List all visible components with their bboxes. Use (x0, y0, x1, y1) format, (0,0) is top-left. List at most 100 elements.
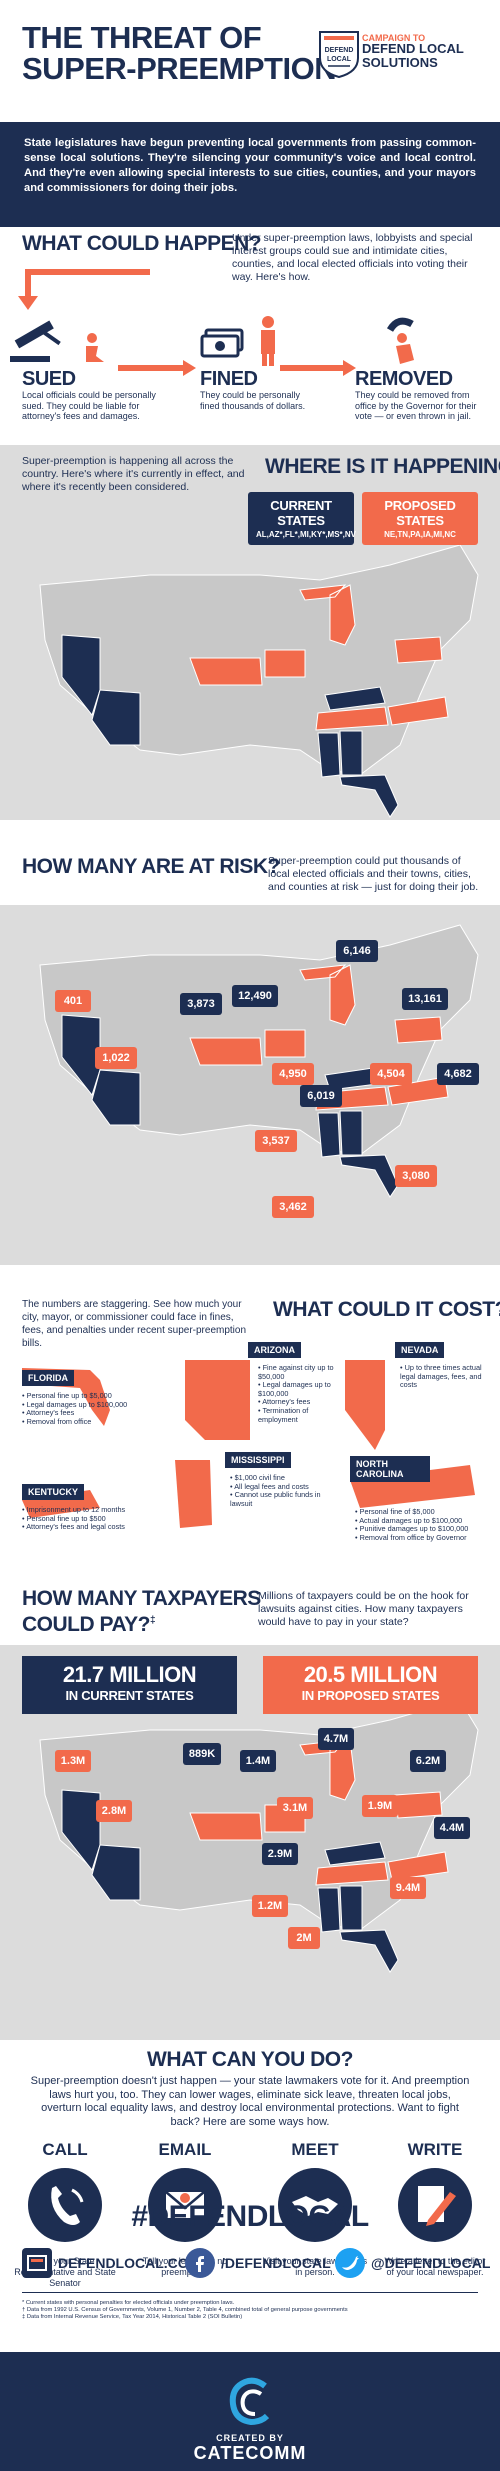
cost-item: Punitive damages up to $100,000 (355, 1525, 485, 1534)
cost-item: Personal fine up to $500 (22, 1514, 172, 1524)
campaign-logo: DEFEND LOCAL CAMPAIGN TO DEFEND LOCAL SO… (318, 30, 488, 80)
cost-item: Actual damages up to $100,000 (355, 1516, 485, 1526)
cost-item: Cannot use public funds in lawsuit (230, 1490, 325, 1508)
action-write-text: Write a letter to the editor of your loc… (384, 2256, 486, 2277)
tax-badge-nevada: 1.3M (55, 1750, 91, 1772)
sued-text: Local officials could be personally sued… (22, 390, 156, 421)
what-could-happen-title: WHAT COULD HAPPEN? (22, 232, 262, 255)
svg-text:LOCAL: LOCAL (327, 56, 352, 63)
tax-badge-kentucky: 2.9M (262, 1843, 298, 1865)
tax-badge-north-carolina: 4.4M (434, 1817, 470, 1839)
risk-badge-georgia: 3,080 (395, 1165, 437, 1187)
cost-item: Removal from office by Governor (355, 1533, 485, 1543)
tax-badge-michigan: 4.7M (318, 1728, 354, 1750)
cost-list-north-carolina: Personal fine of $5,000 Actual damages u… (355, 1507, 485, 1543)
footnote-3: ‡ Data from Internal Revenue Service, Ta… (22, 2314, 243, 2320)
us-map-current-proposed (39, 544, 479, 818)
svg-text:DEFEND: DEFEND (325, 47, 354, 54)
cost-state-shapes (22, 1360, 475, 1528)
cost-text: The numbers are staggering. See how much… (22, 1299, 247, 1349)
down-arrow-icon (18, 296, 38, 310)
current-states-list: AL,AZ*,FL*,MI,KY*,MS*,NV (256, 530, 357, 539)
arizona-shape (185, 1360, 250, 1440)
risk-badge-michigan: 6,146 (336, 940, 378, 962)
arizona-state (91, 689, 141, 746)
action-meet-text: Visit your state lawmakers in person. (262, 2256, 368, 2277)
taxpayers-proposed-big: 20.5 MILLION (303, 1662, 438, 1687)
cost-label-kentucky: KENTUCKY (22, 1484, 85, 1500)
what-happen-graphics (10, 269, 414, 376)
main-title: THE THREAT OF SUPER-PREEMPTION (22, 20, 337, 84)
shield-icon: DEFEND LOCAL (319, 31, 359, 78)
footer (0, 2352, 500, 2471)
title-line-1: THE THREAT OF (22, 20, 262, 55)
risk-badge-arizona: 1,022 (95, 1047, 137, 1069)
phone-icon (28, 2168, 102, 2242)
risk-badge-mississippi: 3,537 (255, 1130, 297, 1152)
cost-item: Personal fine of $5,000 (355, 1507, 485, 1517)
nevada-shape (345, 1360, 385, 1450)
proposed-states-list: NE,TN,PA,IA,MI,NC (384, 530, 456, 539)
catecomm-logo-icon (229, 2377, 270, 2426)
website-link[interactable]: DEFENDLOCAL.COM (22, 2247, 200, 2279)
north-carolina-shape (350, 1465, 475, 1508)
removed-text: They could be removed from office by the… (355, 390, 477, 421)
what-can-you-do-title: WHAT CAN YOU DO? (147, 2048, 353, 2071)
removed-title: REMOVED (355, 368, 453, 390)
facebook-link[interactable]: /DEFENDLOCAL (185, 2247, 331, 2279)
social-row: DEFENDLOCAL.COM /DEFENDLOCAL @DEFENDLOCA… (0, 2247, 500, 2287)
fined-text: They could be personally fined thousands… (200, 390, 306, 411)
nebraska-state (189, 657, 263, 686)
us-map-taxpayers (39, 1699, 479, 1973)
current-states-label: CURRENT STATES (270, 498, 332, 528)
action-call-text: Call your State Representative and State… (14, 2256, 116, 2288)
at-risk-title: HOW MANY ARE AT RISK? (22, 855, 280, 878)
risk-badge-nebraska: 3,873 (180, 993, 222, 1015)
twitter-link[interactable]: @DEFENDLOCAL (335, 2247, 490, 2279)
money-icon (200, 328, 244, 358)
facebook-icon (185, 2248, 215, 2278)
risk-badge-virginia: 4,504 (370, 1063, 412, 1085)
cost-item: Termination of employment (258, 1406, 343, 1424)
taxpayers-title-line-2: COULD PAY? (22, 1613, 151, 1636)
handshake-icon (278, 2168, 352, 2242)
action-email: EMAIL Tell your legislator no preemption… (130, 2140, 240, 2278)
north-carolina-state (387, 696, 449, 726)
action-meet-title: MEET (291, 2140, 339, 2159)
cost-item: Fine against city up to $50,000 (258, 1363, 343, 1381)
taxpayers-text: Millions of taxpayers could be on the ho… (258, 1590, 469, 1628)
risk-badge-iowa: 12,490 (232, 985, 278, 1007)
at-risk-text: Super-preemption could put thousands of … (268, 855, 479, 893)
website-text: DEFENDLOCAL.COM (58, 2255, 201, 2271)
envelope-icon (148, 2168, 222, 2242)
gavel-icon (10, 320, 61, 362)
taxpayers-current-total: 21.7 MILLION IN CURRENT STATES (22, 1656, 237, 1714)
what-could-happen-text: Under super-preemption laws, lobbyists a… (232, 232, 473, 283)
tax-badge-nebraska: 889K (183, 1743, 221, 1765)
nevada-state (61, 634, 101, 717)
sued-title: SUED (22, 368, 76, 390)
website-icon (22, 2248, 52, 2278)
cost-item: Removal from office (22, 1417, 132, 1427)
kentucky-state (324, 686, 386, 711)
kneeling-person-icon (86, 333, 104, 362)
cost-label-nevada: NEVADA (395, 1342, 445, 1358)
cost-item: Attorney's fees (22, 1409, 132, 1418)
removed-person-icon (386, 317, 414, 364)
cost-list-kentucky: Imprisonment up to 12 months Personal fi… (22, 1505, 172, 1532)
cost-item: All legal fees and costs (230, 1482, 325, 1492)
cost-label-arizona: ARIZONA (248, 1342, 301, 1358)
logo-big-text: DEFEND LOCAL SOLUTIONS (362, 41, 464, 70)
company-name: CATECOMM (193, 2443, 307, 2463)
standing-person-icon (261, 316, 275, 366)
risk-badge-nevada: 401 (55, 990, 91, 1012)
footnote-1: * Current states with personal penalties… (22, 2300, 235, 2306)
cost-item: Up to three times actual legal damages, … (400, 1363, 485, 1390)
taxpayers-current-big: 21.7 MILLION (62, 1662, 197, 1687)
created-by-label: CREATED BY (216, 2433, 284, 2443)
hashtag: #DEFENDLOCAL (131, 2200, 369, 2233)
tennessee-state (315, 706, 389, 731)
twitter-icon (335, 2248, 365, 2278)
taxpayers-proposed-small: IN PROPOSED STATES (301, 1688, 440, 1703)
